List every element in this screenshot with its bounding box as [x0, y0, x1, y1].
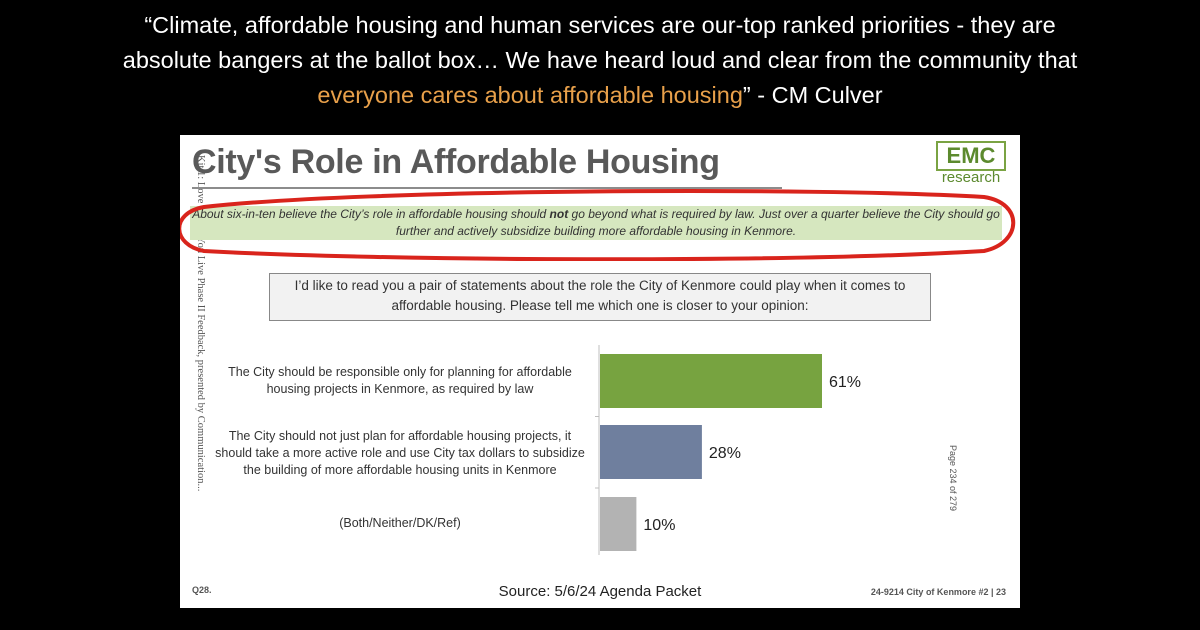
quote-text: “Climate, affordable housing and human s… — [20, 8, 1180, 113]
emc-logo: EMC research — [936, 141, 1006, 185]
bar-value-label-2: 28% — [709, 445, 741, 462]
bar-value-label-1: 61% — [829, 374, 861, 391]
side-caption: Kit 1: Love Where You Live Phase II Feed… — [195, 155, 206, 492]
logo-main: EMC — [936, 141, 1006, 171]
title-underline — [192, 187, 782, 189]
source-caption: Source: 5/6/24 Agenda Packet — [498, 583, 702, 600]
question-box: I’d like to read you a pair of statement… — [269, 273, 931, 321]
bar-3 — [600, 497, 637, 551]
slide-screenshot: Kit 1: Love Where You Live Phase II Feed… — [180, 135, 1020, 608]
category-label-2: The City should not just plan for afford… — [215, 429, 585, 477]
quote-highlight: everyone cares about affordable housing — [317, 82, 743, 108]
quote-line-2: absolute bangers at the ballot box… We h… — [122, 47, 1078, 73]
page-number: Page 234 of 279 — [948, 445, 958, 512]
bar-1 — [600, 354, 822, 408]
logo-sub: research — [941, 169, 1001, 186]
question-id: Q28. — [192, 585, 212, 595]
slide-title: City's Role in Affordable Housing — [192, 143, 720, 181]
quote-line-1: “Climate, affordable housing and human s… — [144, 12, 1056, 38]
category-label-1: The City should be responsible only for … — [228, 365, 572, 396]
bar-value-label-3: 10% — [643, 517, 675, 534]
bar-2 — [600, 425, 702, 479]
category-label-3: (Both/Neither/DK/Ref) — [339, 516, 461, 530]
bar-chart: 61% 28% 10% — [595, 345, 861, 555]
slide-footer: 24-9214 City of Kenmore #2 | 23 — [870, 587, 1006, 597]
quote-attribution: ” - CM Culver — [742, 82, 883, 108]
